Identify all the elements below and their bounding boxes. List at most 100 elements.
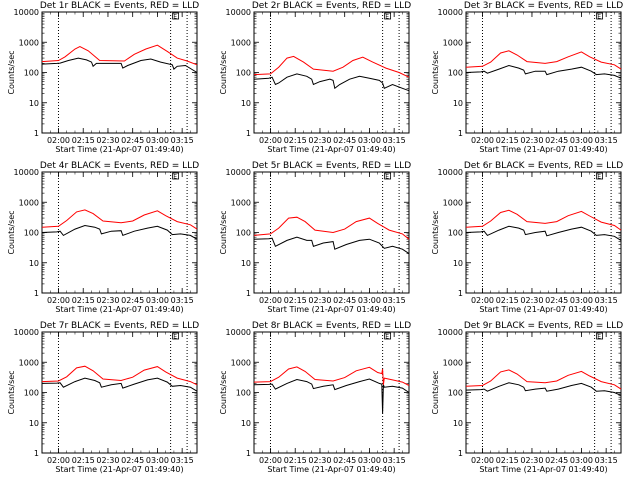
marker-box-label: E — [173, 14, 177, 21]
y-axis-label: Counts/sec — [219, 50, 228, 94]
red-lld-series — [253, 55, 410, 78]
marker-box-label: E — [385, 174, 389, 181]
y-tick-label: 10000 — [438, 168, 463, 177]
x-tick-label: 02:30 — [308, 296, 331, 305]
red-lld-series — [253, 216, 410, 240]
black-events-series — [253, 378, 410, 414]
red-lld-series — [41, 365, 198, 386]
detector-panel: Det 4r BLACK = Events, RED = LLD 1 10 100 10… — [7, 161, 199, 314]
plot-frame — [41, 11, 198, 134]
x-tick-label: 02:00 — [471, 296, 494, 305]
detector-panel: Det 5r BLACK = Events, RED = LLD 1 10 100 10… — [219, 161, 411, 314]
y-tick-label: 100 — [236, 69, 251, 78]
marker-box-label: E — [597, 334, 601, 341]
y-axis-label: Counts/sec — [7, 50, 16, 94]
x-tick-label: 02:45 — [333, 136, 356, 145]
y-tick-label: 10000 — [226, 168, 251, 177]
marker-box — [172, 332, 180, 340]
x-axis-label: Start Time (21-Apr-07 01:49:40) — [479, 145, 607, 154]
y-tick-label: 1 — [246, 129, 251, 138]
detector-panel: Det 3r BLACK = Events, RED = LLD 1 10 100 10… — [431, 1, 623, 154]
plot-frame — [465, 171, 622, 294]
marker-box — [384, 12, 392, 20]
x-tick-label: 02:15 — [284, 136, 307, 145]
y-tick-label: 10 — [241, 419, 251, 428]
black-events-series — [253, 236, 410, 255]
marker-box — [172, 12, 180, 20]
x-tick-label: 02:00 — [259, 136, 282, 145]
y-tick-label: 1 — [458, 449, 463, 458]
y-tick-label: 10000 — [14, 8, 39, 17]
x-tick-label: 02:15 — [496, 456, 519, 465]
y-tick-label: 10000 — [438, 8, 463, 17]
y-tick-label: 1 — [458, 289, 463, 298]
plot-frame — [41, 331, 198, 454]
x-tick-label: 02:00 — [471, 456, 494, 465]
x-tick-label: 02:30 — [520, 136, 543, 145]
x-axis-label: Start Time (21-Apr-07 01:49:40) — [267, 305, 395, 314]
x-tick-label: 03:00 — [146, 296, 169, 305]
y-tick-label: 10000 — [226, 8, 251, 17]
x-tick-label: 02:00 — [259, 456, 282, 465]
x-axis-label: Start Time (21-Apr-07 01:49:40) — [55, 305, 183, 314]
black-events-series — [253, 73, 410, 92]
marker-box — [596, 332, 604, 340]
x-tick-label: 03:00 — [358, 296, 381, 305]
plot-frame — [253, 331, 410, 454]
x-tick-label: 03:15 — [595, 296, 618, 305]
x-tick-label: 02:45 — [333, 296, 356, 305]
y-tick-label: 10000 — [226, 328, 251, 337]
x-tick-label: 03:00 — [570, 456, 593, 465]
x-tick-label: 02:15 — [284, 296, 307, 305]
y-axis-label: Counts/sec — [219, 210, 228, 254]
x-tick-label: 02:45 — [121, 136, 144, 145]
x-tick-label: 02:45 — [545, 136, 568, 145]
x-tick-label: 03:00 — [570, 296, 593, 305]
x-tick-label: 02:00 — [259, 296, 282, 305]
x-tick-label: 02:45 — [545, 296, 568, 305]
y-tick-label: 10 — [29, 99, 39, 108]
marker-box-label: E — [385, 14, 389, 21]
y-tick-label: 1 — [458, 129, 463, 138]
x-tick-label: 02:30 — [96, 136, 119, 145]
x-tick-label: 03:00 — [358, 136, 381, 145]
y-axis-label: Counts/sec — [431, 370, 440, 414]
x-tick-label: 03:00 — [570, 136, 593, 145]
y-tick-label: 10000 — [438, 328, 463, 337]
black-events-series — [465, 64, 622, 79]
x-tick-label: 02:15 — [496, 296, 519, 305]
x-tick-label: 03:00 — [146, 456, 169, 465]
panel-title: Det 7r BLACK = Events, RED = LLD — [40, 321, 199, 331]
plot-frame — [465, 331, 622, 454]
y-tick-label: 10000 — [14, 168, 39, 177]
panel-title: Det 2r BLACK = Events, RED = LLD — [252, 1, 411, 11]
x-tick-label: 02:45 — [121, 456, 144, 465]
y-tick-label: 1 — [246, 449, 251, 458]
x-tick-label: 02:00 — [471, 136, 494, 145]
x-tick-label: 02:30 — [308, 136, 331, 145]
plot-frame — [253, 11, 410, 134]
y-tick-label: 1 — [34, 129, 39, 138]
y-tick-label: 1000 — [443, 38, 463, 47]
detector-panel: Det 2r BLACK = Events, RED = LLD 1 10 100 10… — [219, 1, 411, 154]
y-tick-label: 1000 — [443, 358, 463, 367]
y-tick-label: 10 — [29, 259, 39, 268]
panel-title: Det 3r BLACK = Events, RED = LLD — [464, 1, 623, 11]
y-axis-label: Counts/sec — [431, 50, 440, 94]
detector-panel: Det 7r BLACK = Events, RED = LLD 1 10 100 10… — [7, 321, 199, 474]
x-tick-label: 02:30 — [308, 456, 331, 465]
x-tick-label: 03:15 — [383, 296, 406, 305]
y-tick-label: 1000 — [19, 358, 39, 367]
x-tick-label: 02:30 — [520, 296, 543, 305]
panel-title: Det 5r BLACK = Events, RED = LLD — [252, 161, 411, 171]
y-axis-label: Counts/sec — [7, 210, 16, 254]
y-tick-label: 1000 — [19, 38, 39, 47]
x-tick-label: 02:15 — [72, 136, 95, 145]
detector-panel: Det 1r BLACK = Events, RED = LLD 1 10 100 10… — [7, 1, 199, 154]
y-axis-label: Counts/sec — [7, 370, 16, 414]
black-events-series — [465, 225, 622, 241]
marker-box-label: E — [597, 174, 601, 181]
x-tick-label: 03:15 — [171, 136, 194, 145]
y-tick-label: 100 — [448, 229, 463, 238]
marker-box — [384, 172, 392, 180]
